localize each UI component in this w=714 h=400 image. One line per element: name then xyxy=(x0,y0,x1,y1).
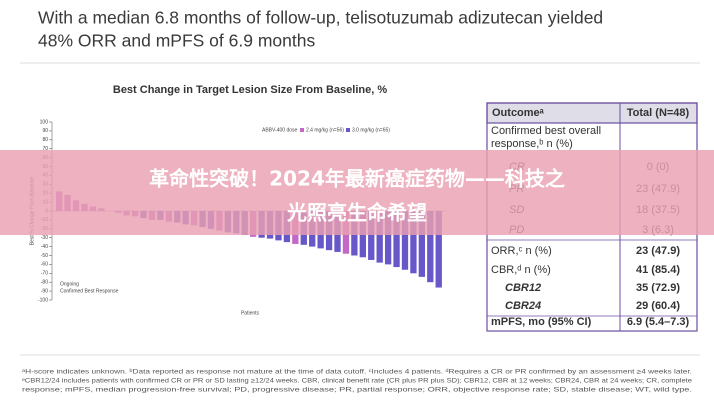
legend-label: 3.0 mg/kg (n=65) xyxy=(352,127,390,133)
legend-label: 2.4 mg/kg (n=56) xyxy=(306,127,344,133)
legend-swatch xyxy=(346,128,350,132)
bar xyxy=(368,211,375,260)
y-tick-label: -100 xyxy=(38,297,48,303)
footnote: ᵃH-score indicates unknown. ᵇData report… xyxy=(22,369,692,376)
y-tick-label: -30 xyxy=(41,235,48,241)
y-tick-label: -80 xyxy=(41,280,48,286)
table-row-label: CBR,ᵈ n (%) xyxy=(491,264,551,276)
table-cell: 6.9 (5.4–7.3) xyxy=(627,316,690,328)
label-part: Confirmed best overall xyxy=(491,125,604,137)
y-tick-label: -90 xyxy=(41,288,48,294)
bar xyxy=(410,211,417,274)
banner xyxy=(0,150,714,235)
legend-swatch xyxy=(300,128,304,132)
headline: 48% ORR and mPFS of 6.9 months xyxy=(38,31,315,51)
table-row-label: CBR12 xyxy=(505,282,541,294)
y-tick-label: 90 xyxy=(42,128,48,134)
table-row-label: CBR24 xyxy=(505,300,541,312)
y-tick-label: -40 xyxy=(41,244,48,250)
bar xyxy=(393,211,400,268)
table-row-label: mPFS, mo (95% CI) xyxy=(491,316,592,328)
bar xyxy=(427,211,434,283)
y-tick-label: -60 xyxy=(41,262,48,268)
bar xyxy=(418,211,426,277)
y-tick-label: -70 xyxy=(41,271,48,277)
headline: With a median 6.8 months of follow-up, t… xyxy=(38,8,603,28)
table-cell: 35 (72.9) xyxy=(636,282,680,294)
y-tick-label: 100 xyxy=(40,119,49,125)
chart-title: Best Change in Target Lesion Size From B… xyxy=(113,84,387,96)
label-part: response,ᵇ n (%) xyxy=(491,138,573,150)
bar xyxy=(401,211,409,270)
footnote: response; mPFS, median progression-free … xyxy=(22,387,692,394)
y-tick-label: 70 xyxy=(42,146,48,152)
table-row-label: ORR,ᶜ n (%) xyxy=(491,245,552,257)
bar xyxy=(384,211,392,265)
table-cell: 41 (85.4) xyxy=(636,264,680,276)
table-cell: 29 (60.4) xyxy=(636,300,680,312)
x-axis-label: Patients xyxy=(241,310,260,316)
table-cell: 23 (47.9) xyxy=(636,245,680,257)
table-header: Total (N=48) xyxy=(627,107,690,119)
banner-text: 光照亮生命希望 xyxy=(286,201,427,225)
table-header: Outcomeᵃ xyxy=(492,107,545,119)
y-tick-label: 80 xyxy=(42,137,48,143)
marker-legend: Confirmed Best Response xyxy=(60,288,119,294)
marker-legend: Ongoing xyxy=(60,281,79,287)
footnotes: ᵃH-score indicates unknown. ᵇData report… xyxy=(22,369,693,394)
bar xyxy=(376,211,383,263)
bar xyxy=(435,211,442,288)
y-tick-label: -50 xyxy=(41,253,48,259)
footnote: ᵉCBR12/24 includes patients with confirm… xyxy=(22,378,693,385)
banner-text: 革命性突破！2024年最新癌症药物——科技之 xyxy=(149,167,565,191)
legend-title: ABBV-400 dose xyxy=(262,127,298,133)
table-row-label: Confirmed best overall response,ᵇ n (%) xyxy=(491,125,604,150)
